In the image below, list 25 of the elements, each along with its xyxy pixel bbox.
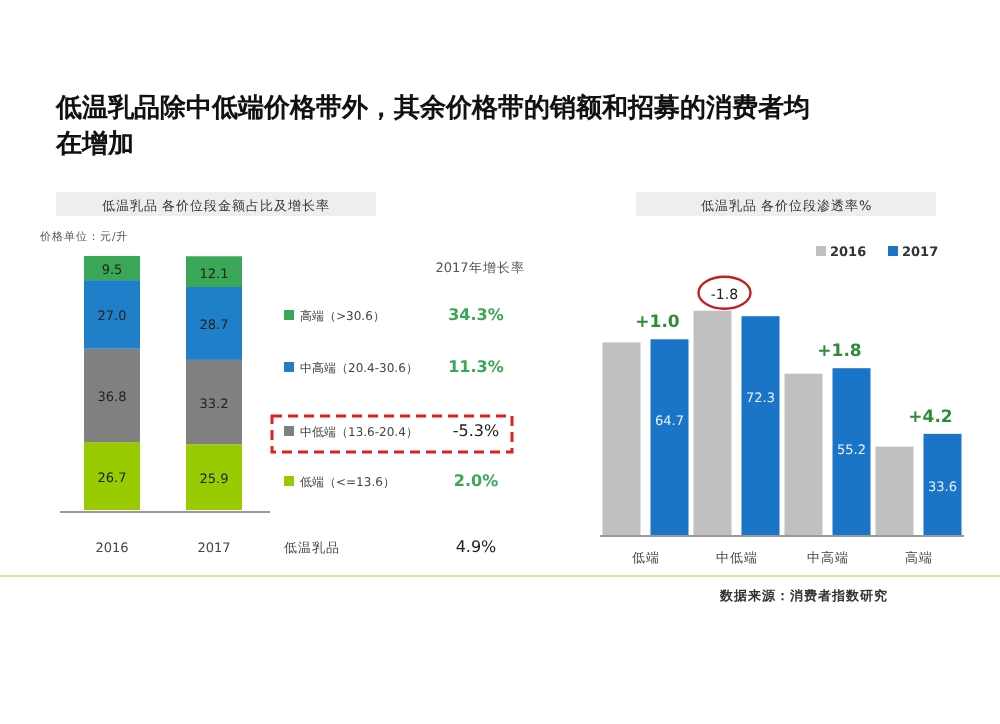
- bar: [923, 433, 962, 536]
- bar: [84, 256, 140, 281]
- bar: [186, 286, 242, 360]
- annotation: +4.2: [908, 407, 953, 428]
- bar: [602, 342, 641, 536]
- bar: [84, 280, 140, 349]
- text: 11.3%: [448, 358, 504, 376]
- text: -5.3%: [452, 422, 500, 440]
- bar: [84, 442, 140, 510]
- text: 低温乳品除中低端价格带外，其余价格带的销额和招募的消费者均在增加: [54, 92, 810, 160]
- annotation: +1.8: [817, 342, 862, 363]
- text: 34.3%: [448, 306, 504, 324]
- text: 4.9%: [455, 538, 498, 556]
- bar: [784, 373, 823, 536]
- bar: [875, 446, 914, 536]
- bar: [832, 368, 871, 536]
- bar: [650, 339, 689, 536]
- annotation: +1.0: [635, 313, 680, 334]
- text: 2.0%: [453, 472, 499, 490]
- bar: [84, 348, 140, 443]
- bar: [186, 359, 242, 445]
- bar: [186, 256, 242, 287]
- bar: [741, 316, 780, 536]
- bar: [186, 444, 242, 510]
- bar: [693, 310, 732, 536]
